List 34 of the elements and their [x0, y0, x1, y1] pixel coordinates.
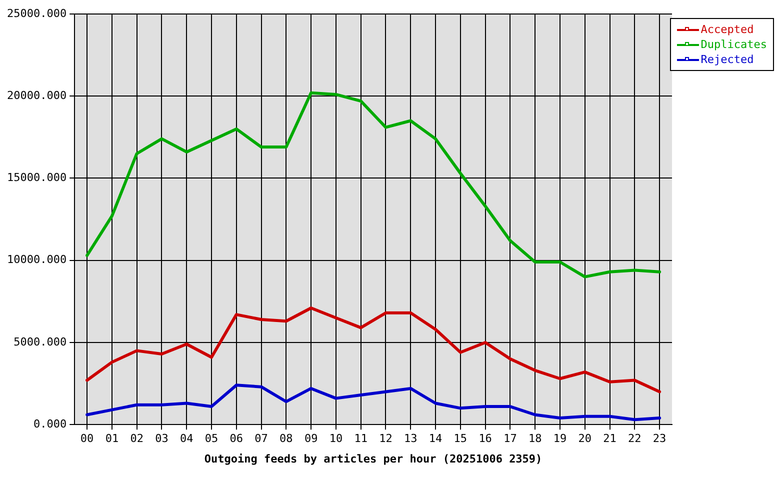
y-tick-label: 25000.000: [6, 6, 67, 20]
x-tick-label: 10: [329, 432, 343, 446]
x-tick-label: 07: [254, 432, 268, 446]
x-tick-label: 01: [105, 432, 119, 446]
x-tick-label: 12: [379, 432, 392, 446]
x-tick-label: 22: [628, 432, 642, 446]
y-tick-label: 10000.000: [6, 253, 67, 266]
y-tick-label: 5000.000: [14, 335, 67, 348]
y-tick-label: 0.000: [33, 417, 67, 430]
x-tick-label: 03: [155, 432, 168, 446]
x-tick-label: 08: [280, 432, 293, 446]
x-tick-label: 15: [454, 432, 468, 446]
x-tick-label: 19: [553, 432, 567, 446]
legend-label: Duplicates: [700, 37, 767, 52]
x-tick-label: 00: [80, 432, 94, 446]
x-tick-label: 05: [204, 432, 218, 446]
x-tick-label: 18: [528, 432, 542, 446]
x-tick-label: 14: [428, 432, 443, 446]
x-tick-label: 06: [230, 432, 244, 446]
x-tick-label: 04: [180, 432, 194, 446]
x-tick-label: 02: [130, 432, 144, 446]
x-tick-label: 13: [404, 432, 418, 446]
x-tick-label: 17: [504, 432, 517, 446]
x-tick-label: 11: [354, 432, 368, 446]
legend-label: Accepted: [700, 22, 754, 37]
x-tick-label: 16: [478, 432, 492, 446]
x-tick-label: 09: [304, 432, 318, 446]
x-tick-label: 20: [578, 432, 592, 446]
x-tick-label: 21: [603, 432, 616, 446]
legend-label: Rejected: [700, 52, 754, 67]
x-axis-title: Outgoing feeds by articles per hour (20251006 2359): [204, 452, 542, 466]
y-tick-label: 15000.000: [6, 171, 67, 184]
y-tick-label: 20000.000: [6, 88, 67, 102]
x-tick-label: 23: [652, 432, 666, 446]
